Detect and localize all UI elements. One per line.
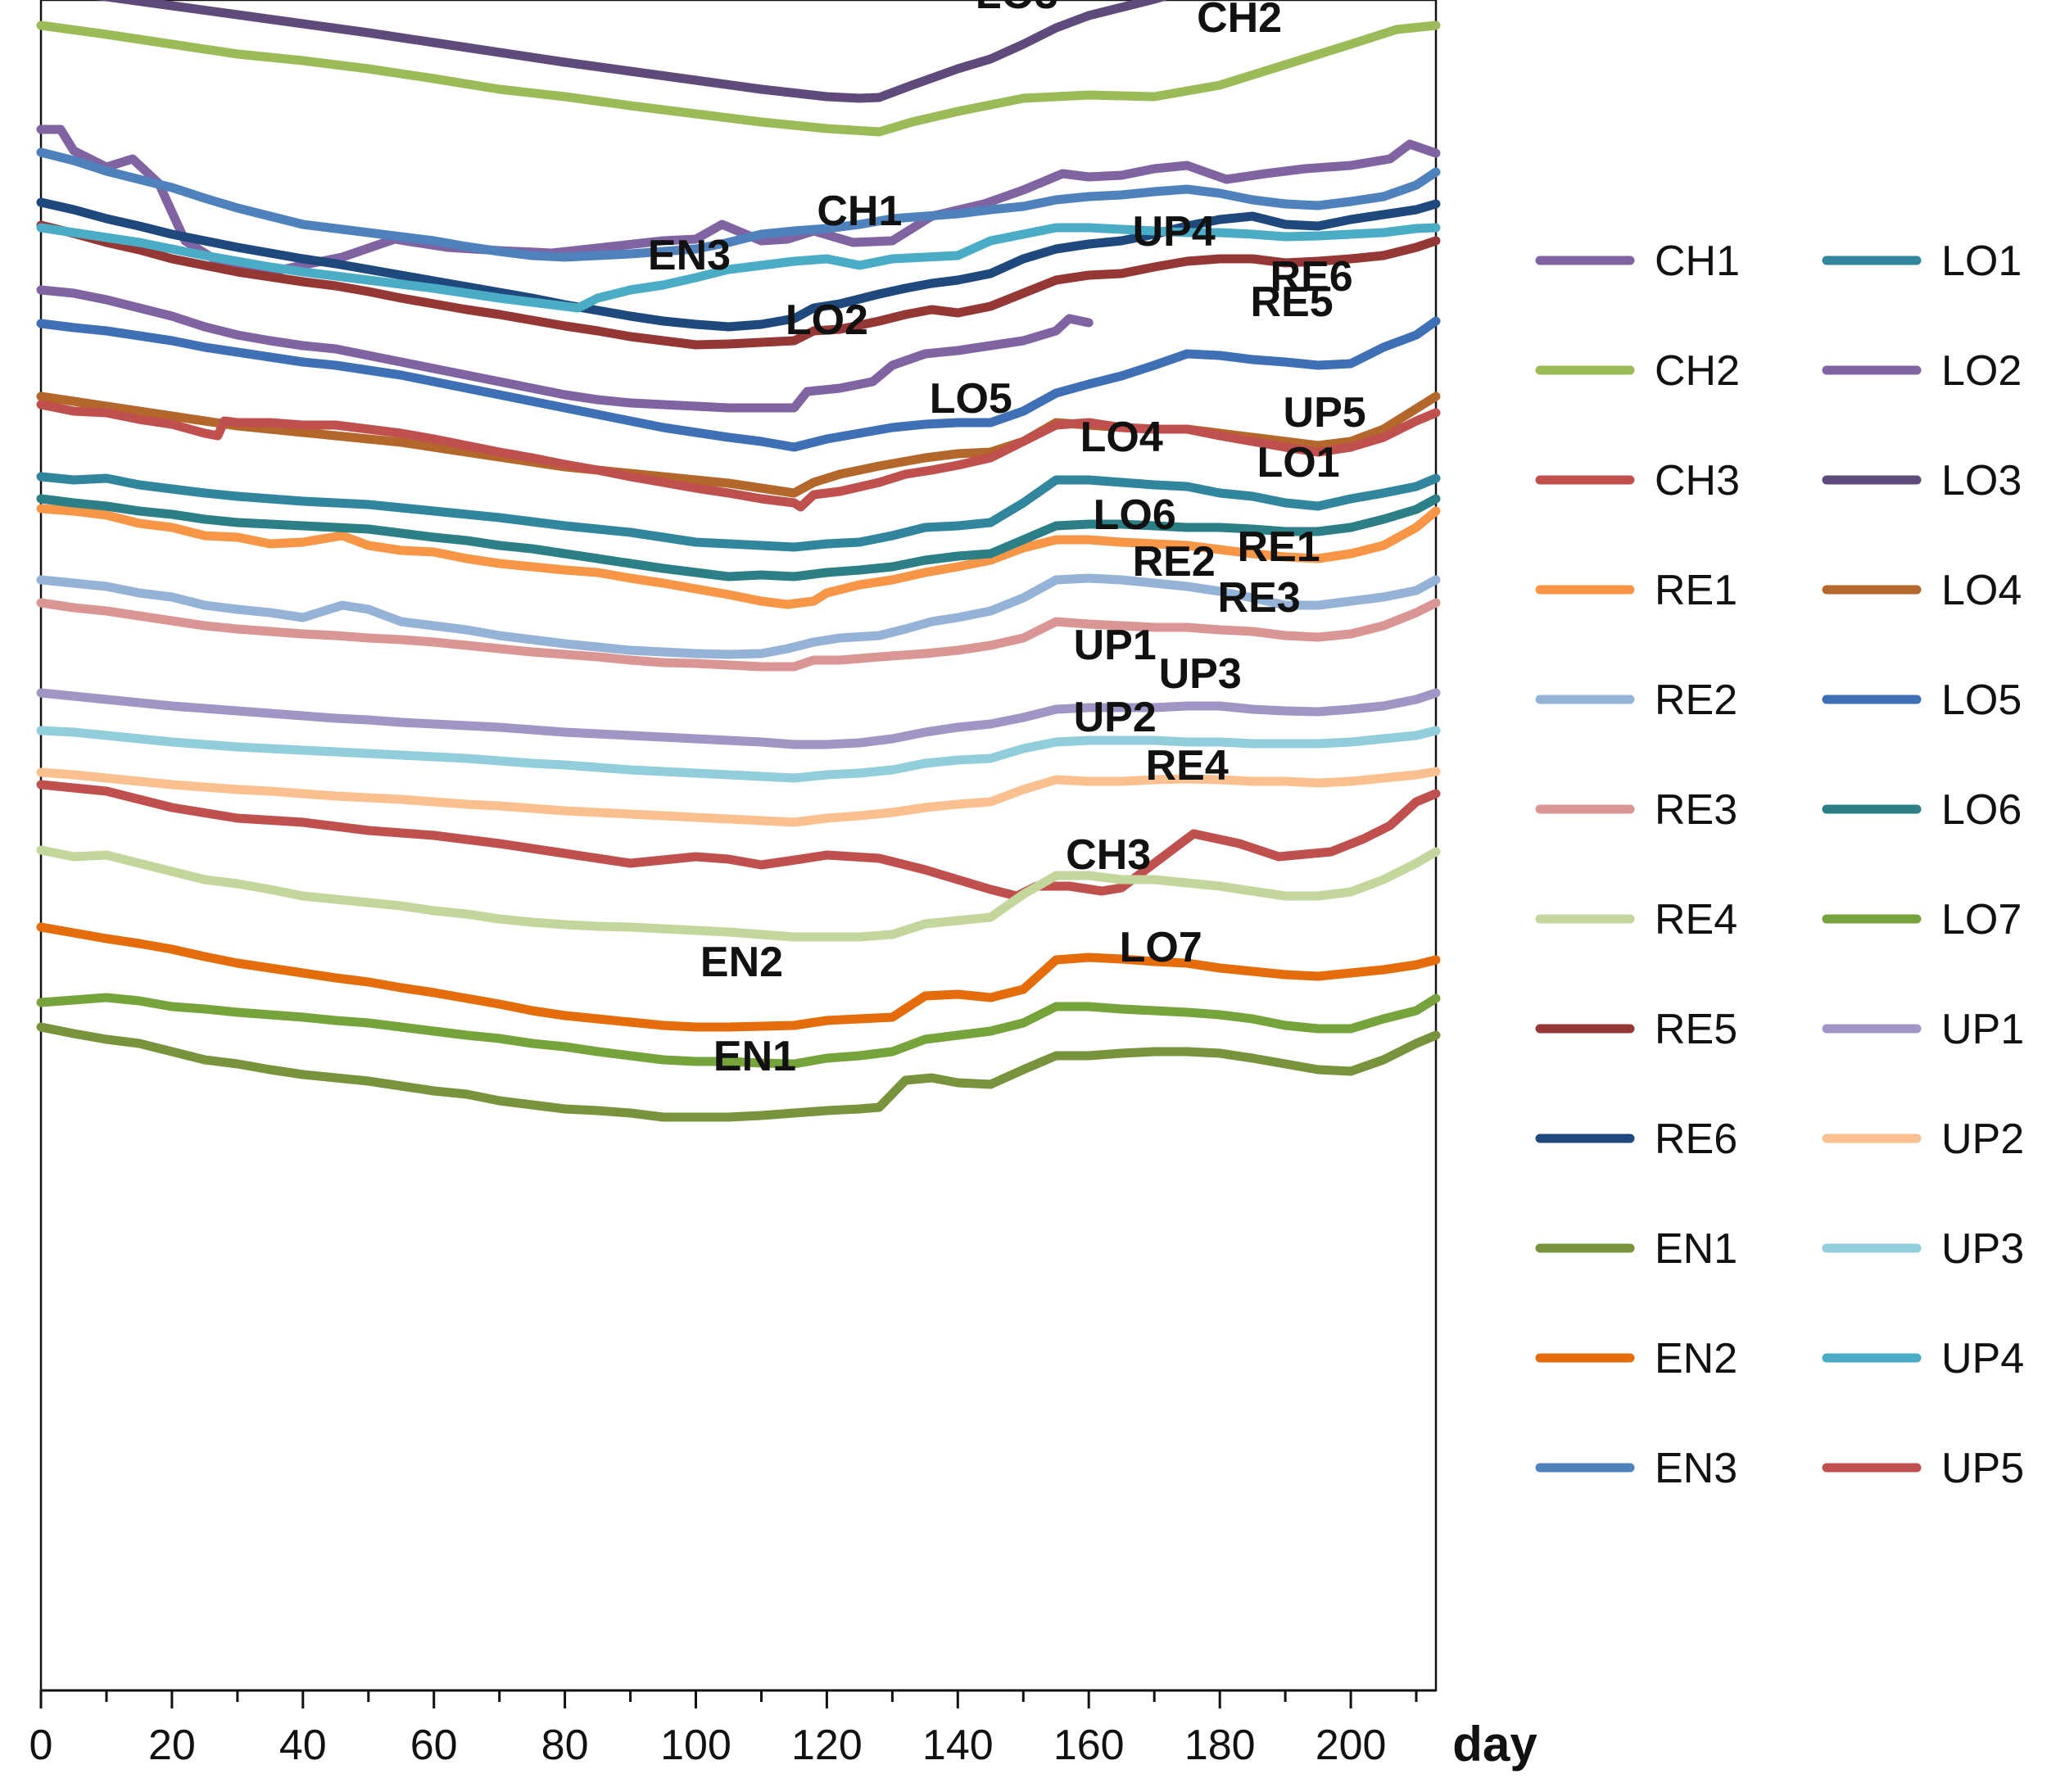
line-label-up3: UP3 [1159, 650, 1242, 698]
legend-label-re5: RE5 [1655, 1006, 1737, 1053]
line-label-lo5: LO5 [930, 375, 1012, 423]
legend-label-up2: UP2 [1941, 1115, 2024, 1163]
series-line-up5 [36, 400, 1441, 512]
line-label-re5: RE5 [1251, 278, 1334, 326]
series-line-up1 [36, 688, 1441, 749]
line-label-lo2: LO2 [786, 296, 868, 344]
x-axis-label: day [1452, 1717, 1537, 1772]
x-tick-label: 100 [660, 1722, 731, 1769]
series-line-re5 [36, 220, 1441, 350]
line-label-up1: UP1 [1074, 622, 1157, 669]
line-label-layer: LO3CH2CH1EN3UP4RE6RE5LO2LO5UP5LO4LO1LO6R… [648, 0, 1366, 1080]
series-line-re4 [36, 845, 1441, 942]
x-axis: 0 20 40 60 80 100 120 140 160 180 200 [29, 1689, 1436, 1769]
series-line-re6 [36, 197, 1441, 332]
line-label-lo6: LO6 [1094, 491, 1176, 539]
legend-label-lo2: LO2 [1941, 347, 2022, 395]
series-line-lo7 [36, 993, 1441, 1069]
line-label-lo7: LO7 [1120, 924, 1202, 971]
line-label-ch3: CH3 [1066, 831, 1151, 879]
series-line-re2 [36, 573, 1441, 659]
x-tick-label: 160 [1053, 1722, 1125, 1769]
legend-label-lo3: LO3 [1941, 457, 2022, 505]
legend-label-lo1: LO1 [1941, 238, 2022, 285]
legend-label-lo7: LO7 [1941, 896, 2022, 944]
line-label-en3: EN3 [648, 232, 731, 279]
line-label-ch1: CH1 [817, 188, 902, 235]
line-label-re6: RE6 [1270, 253, 1353, 301]
line-label-en2: EN2 [700, 939, 783, 986]
legend-label-lo4: LO4 [1941, 567, 2022, 614]
series-line-ch3 [36, 780, 1441, 901]
x-tick-label: 200 [1316, 1722, 1387, 1769]
series-line-lo2 [36, 285, 1094, 413]
line-label-ch2: CH2 [1197, 0, 1282, 42]
x-tick-label: 180 [1184, 1722, 1256, 1769]
legend-label-re6: RE6 [1655, 1115, 1737, 1163]
series-line-up3 [36, 726, 1441, 783]
series-line-en2 [36, 922, 1441, 1032]
legend-label-re2: RE2 [1655, 677, 1737, 724]
legend-label-up1: UP1 [1941, 1006, 2024, 1053]
line-label-re1: RE1 [1238, 523, 1320, 571]
series-line-lo3 [95, 0, 1168, 103]
legend-label-ch2: CH2 [1655, 347, 1740, 395]
series-line-lo1 [36, 472, 1441, 552]
legend-label-re4: RE4 [1655, 896, 1737, 944]
x-tick-label: 20 [148, 1722, 196, 1769]
x-tick-label: 80 [541, 1722, 589, 1769]
legend-label-up3: UP3 [1941, 1225, 2024, 1273]
line-label-re2: RE2 [1133, 538, 1216, 586]
legend-label-ch3: CH3 [1655, 457, 1740, 505]
x-tick-label: 140 [922, 1722, 994, 1769]
series-line-ch2 [36, 20, 1441, 137]
x-tick-label: 40 [279, 1722, 327, 1769]
x-tick-label: 120 [791, 1722, 863, 1769]
legend-label-ch1: CH1 [1655, 238, 1740, 285]
legend-label-up4: UP4 [1941, 1335, 2024, 1382]
line-label-lo1: LO1 [1257, 439, 1340, 486]
legend-label-lo6: LO6 [1941, 786, 2022, 834]
series-line-lo6 [36, 494, 1441, 581]
legend-label-re1: RE1 [1655, 567, 1737, 614]
line-label-lo3: LO3 [976, 0, 1058, 18]
line-label-re4: RE4 [1146, 742, 1229, 790]
legend: CH1 LO1 CH2 LO2 CH3 LO3 RE1 LO4 RE2 LO5 RE3 LO6 RE4 L… [1535, 238, 2024, 1492]
line-label-up5: UP5 [1284, 389, 1366, 437]
series-layer [36, 0, 1441, 1122]
line-label-up4: UP4 [1133, 208, 1216, 256]
legend-label-en2: EN2 [1655, 1335, 1737, 1382]
legend-label-re3: RE3 [1655, 786, 1737, 834]
x-tick-label: 0 [29, 1722, 53, 1769]
line-label-up2: UP2 [1074, 694, 1157, 741]
series-line-up2 [36, 767, 1441, 827]
series-line-up4 [36, 223, 1441, 313]
legend-label-en1: EN1 [1655, 1225, 1737, 1273]
legend-label-up5: UP5 [1941, 1445, 2024, 1492]
line-label-lo4: LO4 [1080, 414, 1163, 461]
series-line-lo5 [36, 316, 1441, 452]
series-line-en1 [36, 1022, 1441, 1122]
series-line-re1 [36, 504, 1441, 609]
series-line-re3 [36, 598, 1441, 672]
series-line-en3 [36, 147, 1441, 262]
line-label-re3: RE3 [1218, 574, 1301, 622]
legend-label-en3: EN3 [1655, 1445, 1737, 1492]
legend-label-lo5: LO5 [1941, 677, 2022, 724]
line-label-en1: EN1 [713, 1033, 796, 1080]
x-tick-label: 60 [410, 1722, 458, 1769]
